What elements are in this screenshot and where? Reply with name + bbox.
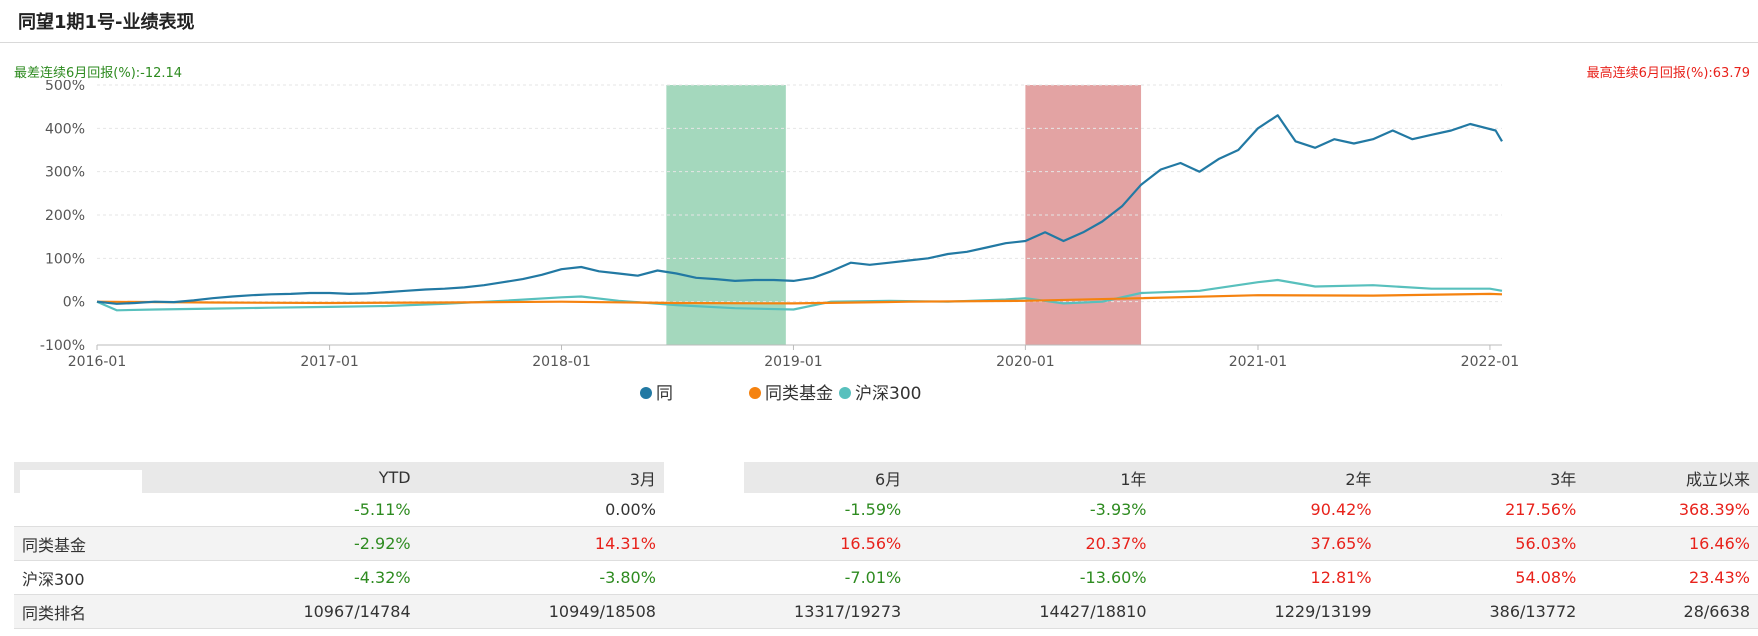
table-cell: 1229/13199 [1154, 594, 1380, 629]
y-tick-label: 300% [45, 165, 85, 181]
table-cell: 90.42% [1154, 493, 1380, 527]
page-title: 同望1期1号-业绩表现 [18, 12, 195, 33]
table-cell: 28/6638 [1584, 594, 1758, 629]
x-axis-ticks: 2016-01 2017-01 2018-01 2019-01 2020-01 2021-… [68, 345, 1519, 370]
table-cell: -13.60% [909, 560, 1155, 595]
x-tick-label: 2020-01 [996, 354, 1055, 370]
header-ytd: YTD [173, 462, 419, 493]
header-1y: 1年 [909, 462, 1155, 493]
row-label: 同类排名 [14, 594, 174, 629]
best-6m-return-label: 最高连续6月回报(%):63.79 [1586, 66, 1750, 81]
table-cell: 386/13772 [1379, 594, 1585, 629]
x-tick-label: 2018-01 [532, 354, 591, 370]
table-cell: 54.08% [1379, 560, 1585, 595]
y-axis-ticks: 500% 400% 300% 200% 100% 0% -100% [40, 80, 85, 354]
title-divider [0, 42, 1758, 43]
table-cell: 14427/18810 [909, 594, 1155, 629]
table-cell: -5.11% [173, 493, 419, 527]
table-header-row: YTD 3月 6月 1年 2年 3年 成立以来 [14, 462, 1758, 493]
legend-marker[interactable] [749, 387, 761, 399]
table-cell: 10967/14784 [173, 594, 419, 629]
table-cell: -7.01% [663, 560, 910, 595]
table-cell: 14.31% [418, 526, 664, 561]
header-2y: 2年 [1154, 462, 1380, 493]
legend-label[interactable]: 同 [656, 384, 673, 404]
gridlines [97, 84, 1502, 346]
chart-legend[interactable]: 同 同类基金 沪深300 [640, 384, 921, 404]
x-tick-label: 2019-01 [764, 354, 823, 370]
series-line [96, 292, 1503, 305]
table-cell: 0.00% [418, 493, 664, 527]
table-cell: -4.32% [173, 560, 419, 595]
header-since-inception: 成立以来 [1584, 462, 1758, 493]
table-cell: 23.43% [1584, 560, 1758, 595]
series-line [96, 114, 1503, 305]
table-cell: 16.56% [663, 526, 910, 561]
table-cell: -3.80% [418, 560, 664, 595]
series-line [96, 278, 1503, 312]
x-tick-label: 2022-01 [1461, 354, 1520, 370]
legend-label[interactable]: 同类基金 [765, 384, 833, 404]
table-row: 同类排名 10967/14784 10949/18508 13317/19273 144… [14, 594, 1758, 629]
header-3m: 3月 [418, 462, 664, 493]
table-cell: -2.92% [173, 526, 419, 561]
y-tick-label: 100% [45, 251, 85, 267]
x-tick-label: 2017-01 [300, 354, 359, 370]
table-cell: 13317/19273 [663, 594, 910, 629]
table-cell: 56.03% [1379, 526, 1585, 561]
table-cell: 10949/18508 [418, 594, 664, 629]
table-cell: 12.81% [1154, 560, 1380, 595]
row-label: 沪深300 [14, 560, 174, 595]
row-label: 同类基金 [14, 526, 174, 561]
worst-6m-return-label: 最差连续6月回报(%):-12.14 [14, 66, 183, 81]
x-tick-label: 2016-01 [68, 354, 127, 370]
row-label [14, 493, 174, 527]
table-cell: 16.46% [1584, 526, 1758, 561]
table-cell: 20.37% [909, 526, 1155, 561]
legend-marker[interactable] [839, 387, 851, 399]
header-3y: 3年 [1379, 462, 1585, 493]
table-cell: 217.56% [1379, 493, 1585, 527]
y-tick-label: 200% [45, 208, 85, 224]
table-row: -5.11% 0.00% -1.59% -3.93% 90.42% 217.56% 368.… [14, 493, 1758, 527]
table-row: 同类基金 -2.92% 14.31% 16.56% 20.37% 37.65% 56.03%… [14, 526, 1758, 561]
header-mask [20, 470, 142, 494]
table-cell: 37.65% [1154, 526, 1380, 561]
y-tick-label: 400% [45, 121, 85, 137]
y-tick-label: 0% [63, 295, 85, 311]
y-tick-label: 500% [45, 80, 85, 94]
legend-mask [664, 424, 744, 499]
y-tick-label: -100% [40, 338, 85, 354]
series-lines [96, 114, 1503, 312]
table-cell: 368.39% [1584, 493, 1758, 527]
performance-chart: 500% 400% 300% 200% 100% 0% -100% 2016-01 2017-… [40, 80, 1519, 404]
table-cell: -3.93% [909, 493, 1155, 527]
legend-label[interactable]: 沪深300 [855, 384, 921, 404]
x-tick-label: 2021-01 [1229, 354, 1288, 370]
performance-table: YTD 3月 6月 1年 2年 3年 成立以来 -5.11% 0.00% -1.59… [14, 462, 1758, 629]
legend-marker[interactable] [640, 387, 652, 399]
table-row: 沪深300 -4.32% -3.80% -7.01% -13.60% 12.81% 54.0… [14, 560, 1758, 595]
